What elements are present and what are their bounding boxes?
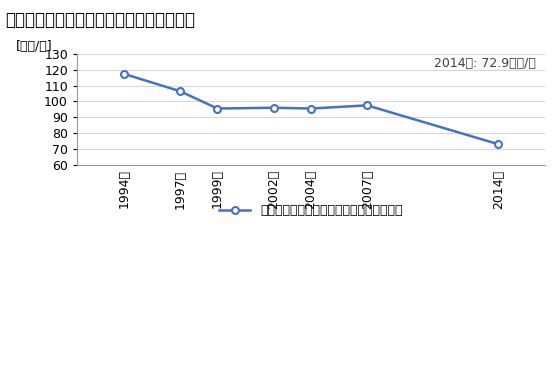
小売業の店舗１平米当たり年間商品販売額 bbox=[495, 142, 502, 146]
Line: 小売業の店舗１平米当たり年間商品販売額: 小売業の店舗１平米当たり年間商品販売額 bbox=[120, 70, 502, 147]
Legend: 小売業の店舗１平米当たり年間商品販売額: 小売業の店舗１平米当たり年間商品販売額 bbox=[214, 199, 408, 222]
Y-axis label: [万円/㎡]: [万円/㎡] bbox=[16, 40, 53, 53]
Text: 小売業の店舗１平米当たり年間商品販売額: 小売業の店舗１平米当たり年間商品販売額 bbox=[6, 11, 195, 29]
小売業の店舗１平米当たり年間商品販売額 bbox=[307, 106, 314, 111]
小売業の店舗１平米当たり年間商品販売額 bbox=[364, 103, 371, 108]
小売業の店舗１平米当たり年間商品販売額 bbox=[176, 89, 183, 93]
小売業の店舗１平米当たり年間商品販売額 bbox=[120, 72, 127, 76]
Text: 2014年: 72.9万円/㎡: 2014年: 72.9万円/㎡ bbox=[434, 57, 536, 70]
小売業の店舗１平米当たり年間商品販売額 bbox=[214, 106, 221, 111]
小売業の店舗１平米当たり年間商品販売額 bbox=[270, 105, 277, 110]
